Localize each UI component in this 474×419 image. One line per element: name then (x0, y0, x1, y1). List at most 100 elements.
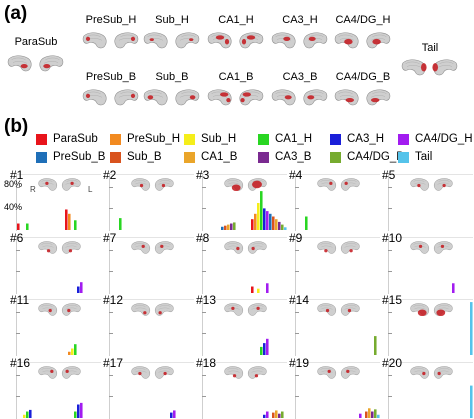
bar (371, 411, 374, 418)
legend-label: CA3_H (347, 133, 385, 145)
bar (26, 411, 29, 418)
bar (77, 404, 80, 418)
y-tick-mark (109, 311, 113, 313)
hippocampus-render (334, 32, 359, 49)
hippocampus-render (154, 366, 174, 379)
y-tick-mark (202, 396, 206, 398)
hippocampus-render (154, 178, 174, 191)
legend-item: ParaSub (36, 133, 98, 145)
bar (80, 282, 83, 293)
hippocampus-render (39, 55, 64, 72)
component-label: #5 (382, 168, 396, 182)
y-tick-mark (109, 208, 113, 210)
component-cell: #3 (196, 168, 287, 231)
component-label: #20 (382, 356, 403, 370)
y-tick-mark (202, 374, 206, 376)
hippocampus-render (38, 366, 58, 379)
component-label: #15 (382, 293, 403, 307)
hippocampus-render (131, 178, 151, 191)
region-label: Sub_B (155, 71, 189, 83)
y-tick-mark (109, 396, 113, 398)
component-cell: #17 (103, 356, 194, 419)
hippocampus-render (317, 366, 337, 379)
hippocampus-render (317, 303, 337, 316)
hippocampus-render (340, 241, 360, 254)
legend-label: PreSub_B (53, 151, 106, 163)
bar-plot (77, 282, 83, 293)
bar (305, 216, 308, 230)
bar-plot (170, 410, 176, 418)
hippocampus-render (410, 303, 430, 317)
y-tick-mark (109, 186, 113, 188)
legend-item: Sub_H (184, 133, 236, 145)
plot-axes (16, 237, 101, 294)
y-tick-mark (295, 186, 299, 188)
hippocampus-render (114, 32, 139, 49)
hippocampus-render (271, 32, 296, 49)
hippocampus-render (224, 241, 244, 254)
y-tick-mark (388, 271, 392, 273)
y-tick-mark (16, 311, 20, 313)
bar (359, 413, 362, 418)
plot-axes (295, 299, 380, 356)
legend-item: CA1_B (184, 151, 237, 163)
bar (233, 222, 236, 230)
component-label: #13 (196, 293, 217, 307)
hippocampus-render (154, 303, 174, 316)
legend-swatch (258, 133, 269, 145)
legend-label: CA3_B (275, 151, 312, 163)
hippocampus-render (175, 89, 200, 106)
component-cell: #14 (289, 293, 380, 356)
component-label: #18 (196, 356, 217, 370)
bar (80, 402, 83, 418)
hippocampus-render (410, 241, 430, 254)
region-label: Sub_H (155, 14, 189, 26)
hippocampus-render (224, 303, 244, 316)
component-cell: #1 80% 40% R L (4, 168, 101, 231)
region-label: CA1_H (218, 14, 254, 26)
bar-plot (260, 338, 269, 355)
y-tick-mark (295, 333, 299, 335)
bar (257, 203, 260, 230)
legend-label: Sub_B (127, 151, 162, 163)
hippocampus-render (317, 178, 337, 191)
y-tick-mark (202, 186, 206, 188)
bar (260, 191, 263, 230)
legend-item: CA4/DG_B (330, 151, 404, 163)
y-tick-mark (16, 186, 20, 188)
component-label: #4 (289, 168, 303, 182)
component-cell: #8 (196, 231, 287, 294)
plot-axes (109, 237, 194, 294)
legend-item: CA3_B (258, 151, 311, 163)
legend-label: CA4/DG_H (415, 133, 473, 145)
legend-swatch (36, 151, 47, 163)
y-tick-mark (109, 271, 113, 273)
legend-swatch (110, 133, 121, 145)
y-tick-mark (388, 186, 392, 188)
region-label: CA3_H (282, 14, 318, 26)
bar (275, 410, 278, 418)
plot-axes (109, 299, 194, 356)
region-label: PreSub_B (85, 71, 137, 83)
bar (29, 409, 32, 418)
bar-plot (296, 237, 380, 293)
bar (251, 286, 254, 293)
legend-swatch (184, 151, 195, 163)
hippocampus-render (143, 32, 168, 49)
bar-plot (17, 209, 77, 230)
bar (452, 283, 455, 293)
bar (74, 411, 77, 418)
hippocampus-render (7, 55, 32, 72)
component-label: #12 (103, 293, 124, 307)
bar (170, 412, 173, 418)
y-tick-mark (295, 311, 299, 313)
y-tick-mark (109, 374, 113, 376)
bar-plot (470, 302, 473, 355)
plot-axes (295, 174, 380, 231)
hippocampus-render (207, 89, 232, 106)
legend-item: CA1_H (258, 133, 312, 145)
component-label: #9 (289, 231, 303, 245)
bar (266, 411, 269, 418)
component-cell: #9 (289, 231, 380, 294)
plot-axes (202, 299, 287, 356)
